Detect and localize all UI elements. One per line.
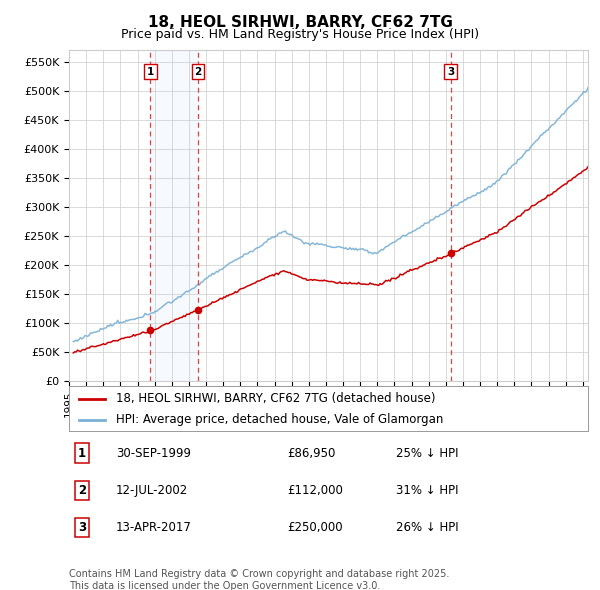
Text: £112,000: £112,000 (287, 484, 343, 497)
Text: 18, HEOL SIRHWI, BARRY, CF62 7TG: 18, HEOL SIRHWI, BARRY, CF62 7TG (148, 15, 452, 30)
Text: 26% ↓ HPI: 26% ↓ HPI (396, 521, 458, 534)
Text: 12-JUL-2002: 12-JUL-2002 (116, 484, 188, 497)
Text: 31% ↓ HPI: 31% ↓ HPI (396, 484, 458, 497)
Text: £250,000: £250,000 (287, 521, 343, 534)
Text: 1: 1 (78, 447, 86, 460)
Text: 3: 3 (447, 67, 454, 77)
Text: £86,950: £86,950 (287, 447, 335, 460)
Text: 18, HEOL SIRHWI, BARRY, CF62 7TG (detached house): 18, HEOL SIRHWI, BARRY, CF62 7TG (detach… (116, 392, 435, 405)
Text: 30-SEP-1999: 30-SEP-1999 (116, 447, 191, 460)
Text: HPI: Average price, detached house, Vale of Glamorgan: HPI: Average price, detached house, Vale… (116, 413, 443, 426)
Text: Price paid vs. HM Land Registry's House Price Index (HPI): Price paid vs. HM Land Registry's House … (121, 28, 479, 41)
Text: 2: 2 (78, 484, 86, 497)
Text: 13-APR-2017: 13-APR-2017 (116, 521, 191, 534)
Bar (151, 50, 198, 381)
Text: 25% ↓ HPI: 25% ↓ HPI (396, 447, 458, 460)
Text: 3: 3 (78, 521, 86, 534)
Text: 2: 2 (194, 67, 202, 77)
Text: Contains HM Land Registry data © Crown copyright and database right 2025.
This d: Contains HM Land Registry data © Crown c… (69, 569, 449, 590)
Text: 1: 1 (147, 67, 154, 77)
